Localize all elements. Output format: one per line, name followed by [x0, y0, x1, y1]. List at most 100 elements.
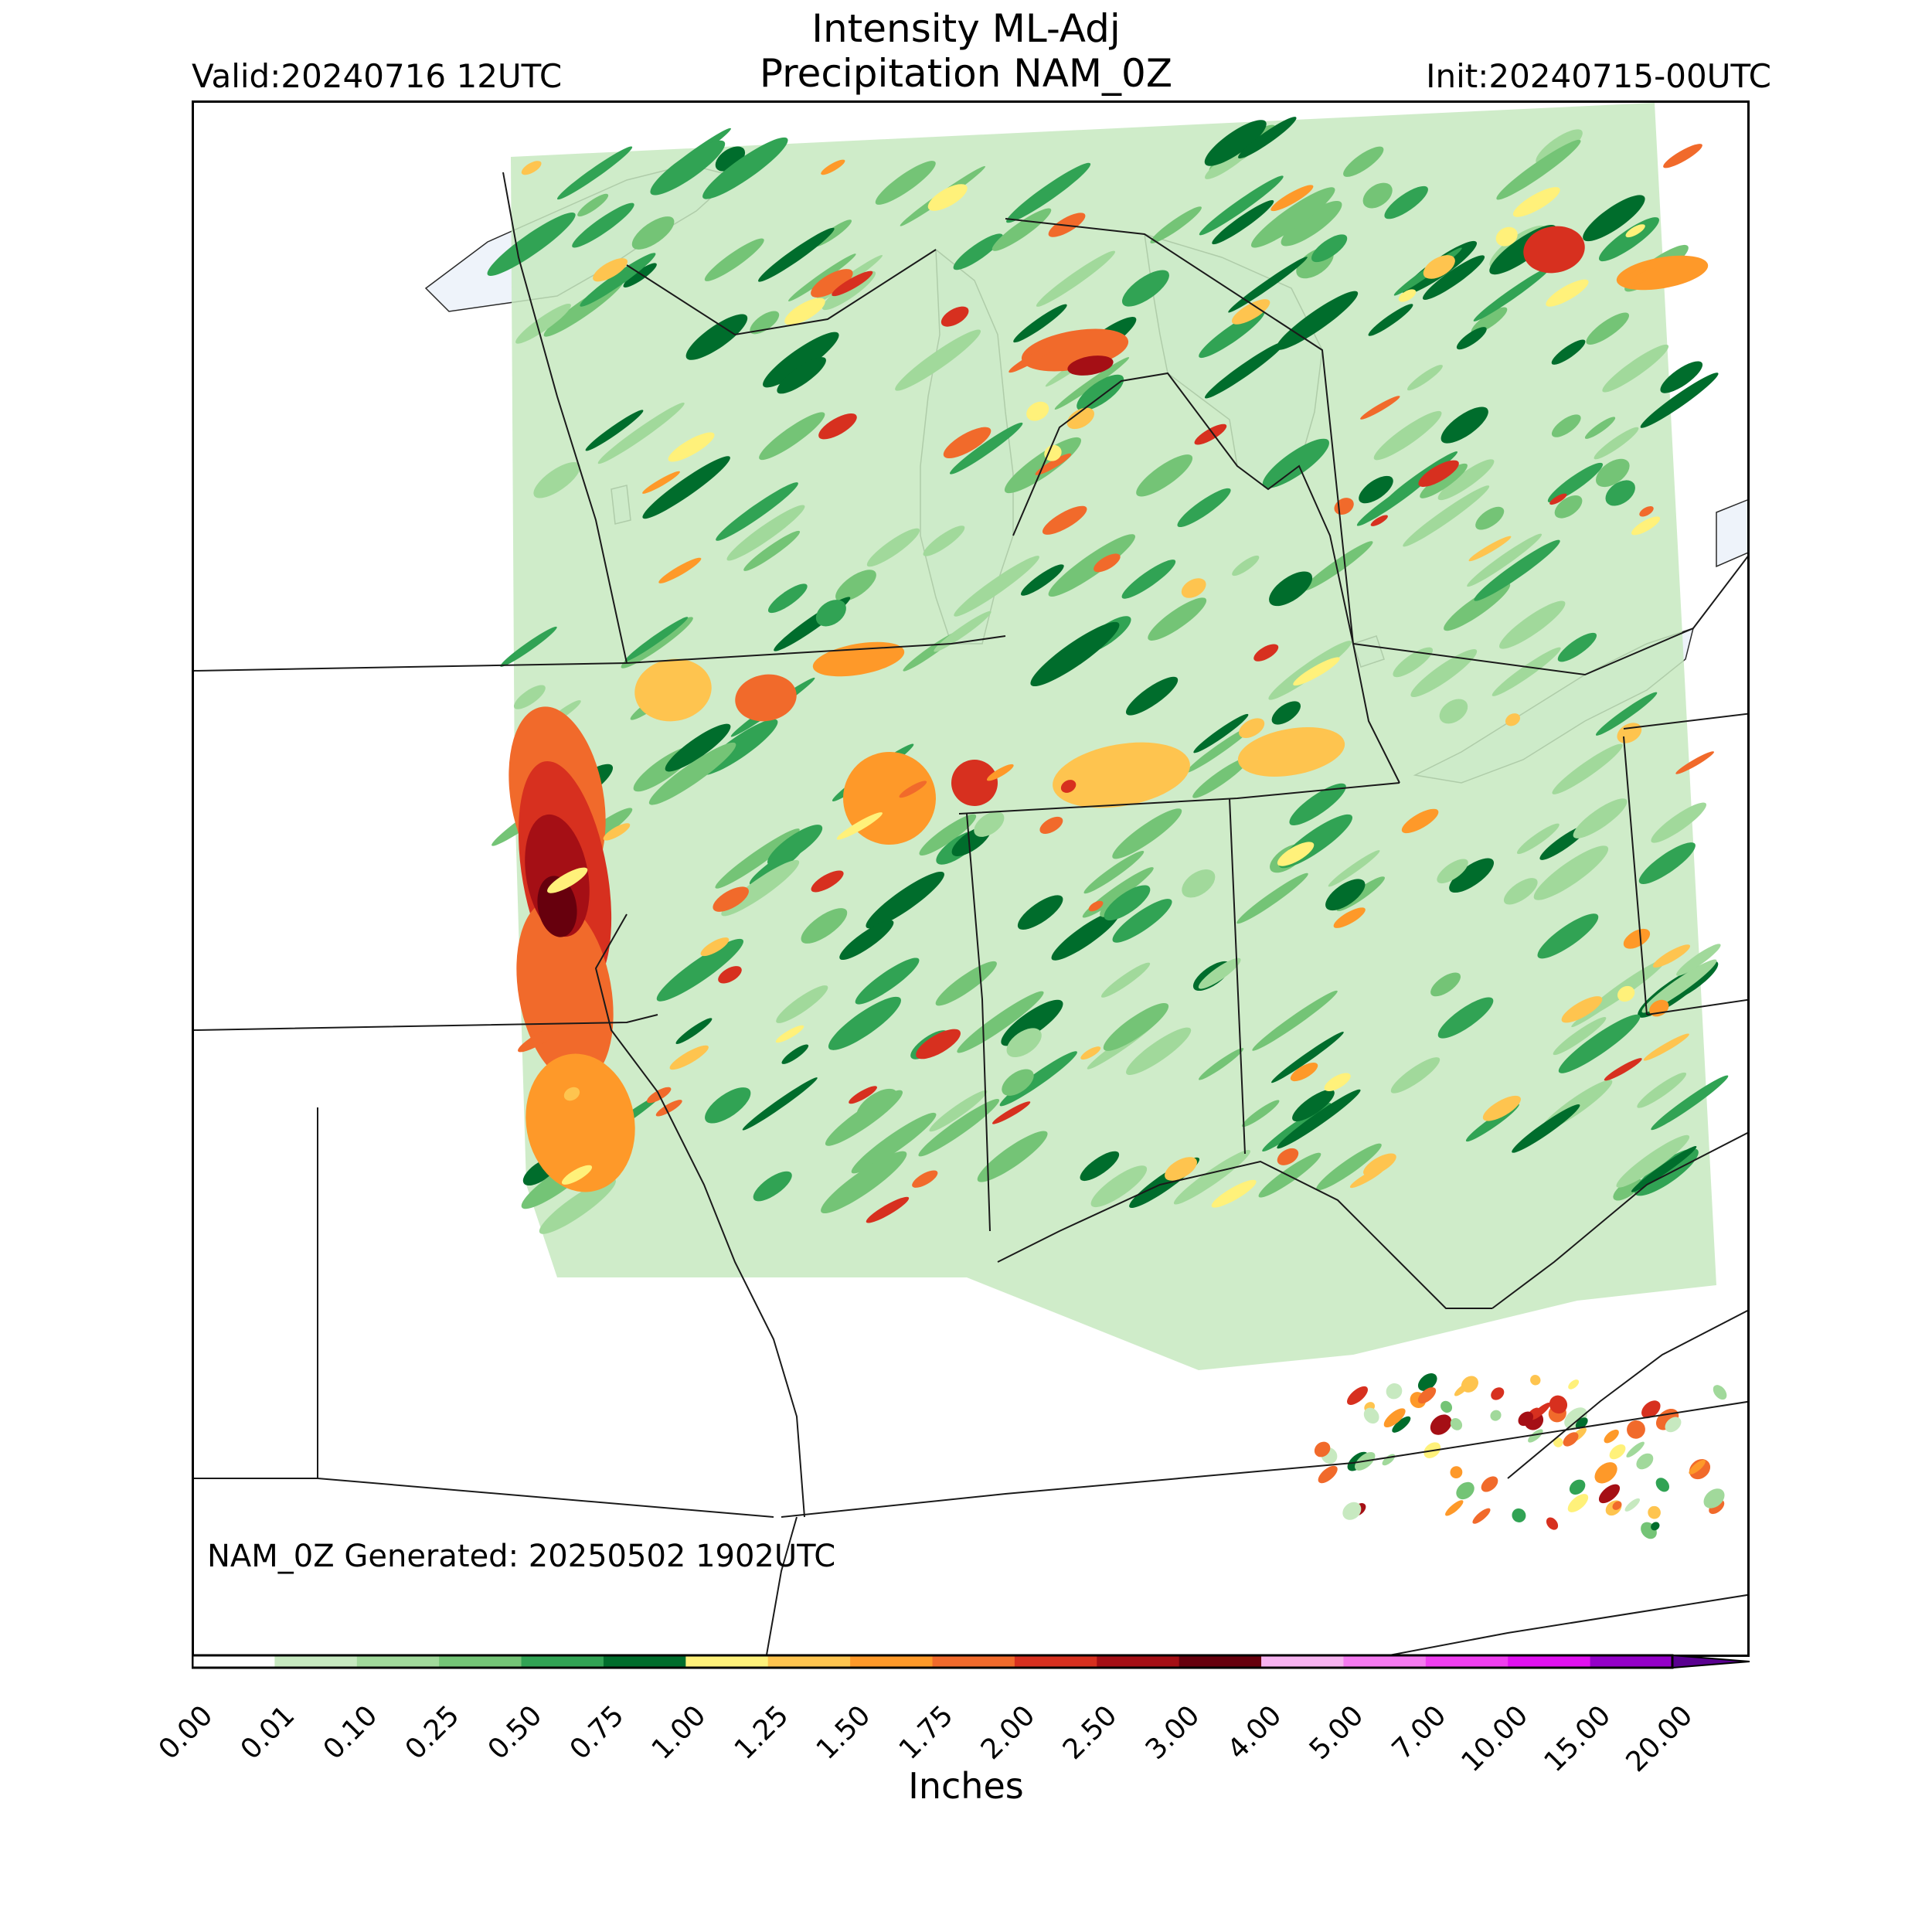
border-mi-upper: [626, 249, 937, 336]
precip-cell: [1549, 493, 1567, 505]
precip-cell: [1148, 597, 1207, 641]
border-tn-south: [1389, 1594, 1747, 1655]
precip-cell: [580, 253, 656, 307]
precip-cell: [851, 1112, 937, 1174]
precip-cell: [1277, 1089, 1361, 1149]
precip-cell: [1328, 850, 1380, 887]
precip-cell: [487, 212, 576, 277]
precip-cell: [1472, 1508, 1491, 1524]
precip-cell: [927, 184, 968, 211]
precip-cell: [1495, 226, 1518, 247]
precip-cell: [1042, 505, 1087, 535]
precip-cell: [1631, 1146, 1697, 1192]
precip-cell: [1090, 1165, 1148, 1208]
border-mississippi-river: [594, 913, 805, 1518]
precip-cell: [1017, 895, 1063, 930]
precip-cell: [623, 263, 657, 288]
precip-cell: [1006, 1028, 1042, 1058]
border-oh-pa: [1623, 736, 1648, 1015]
precip-cell: [1258, 1152, 1321, 1198]
precip-cell: [1418, 460, 1459, 487]
precip-cell: [828, 996, 901, 1050]
precip-cell: [1505, 713, 1520, 726]
precip-cell: [1393, 647, 1434, 678]
precip-cell: [1193, 713, 1249, 753]
precip-cell: [1430, 1414, 1452, 1435]
precip-cell: [500, 626, 557, 667]
precip-cell: [992, 208, 1052, 251]
precip-cell: [1594, 1462, 1617, 1484]
precip-cell: [986, 764, 1014, 781]
precip-cell: [1437, 459, 1495, 501]
precip-cell: [1596, 458, 1630, 488]
precip-cell: [1173, 1149, 1251, 1205]
precip-cell: [1194, 423, 1227, 445]
precip-cell: [1481, 1476, 1498, 1492]
precip-cell: [597, 403, 685, 464]
precip-cell: [1250, 187, 1335, 248]
precip-cell: [839, 920, 894, 961]
precip-cell: [934, 611, 992, 652]
border-ohio-river: [997, 1160, 1492, 1309]
precip-cell: [767, 583, 808, 614]
precip-cell: [1228, 257, 1308, 313]
precip-cell: [1002, 1069, 1034, 1096]
precip-cell: [1491, 1387, 1505, 1400]
colorbar-cell: [767, 1655, 851, 1668]
precip-cell: [658, 557, 702, 583]
colorbar-cell: [274, 1655, 358, 1668]
precip-cell: [855, 957, 920, 1005]
precip-cell: [1325, 879, 1366, 911]
precip-cell: [648, 742, 736, 805]
precip-cell: [1403, 485, 1490, 547]
colorbar-tick-label: 0.10: [317, 1699, 384, 1766]
border-va-ky: [1507, 1309, 1747, 1479]
precip-cell: [1533, 845, 1609, 900]
colorbar-tick-label: 0.75: [563, 1699, 631, 1766]
precip-cell: [1475, 506, 1505, 530]
precip-cell: [1430, 972, 1461, 997]
precip-cell: [1604, 1058, 1642, 1081]
precip-cell: [1083, 850, 1145, 894]
precip-cell: [836, 812, 883, 840]
precip-cell: [1440, 1400, 1453, 1413]
precip-cell: [1467, 533, 1543, 587]
precip-cell: [1406, 365, 1443, 391]
precip-cell: [775, 1025, 804, 1043]
precip-cell: [642, 456, 730, 519]
precip-cell: [1450, 1418, 1463, 1430]
precip-cell: [811, 269, 853, 298]
precip-cell: [1100, 962, 1151, 998]
precip-cell: [788, 253, 856, 301]
precip-cell: [1627, 1420, 1645, 1439]
precip-cell: [1239, 718, 1265, 738]
precip-cell: [1368, 304, 1413, 336]
precip-cell: [1277, 842, 1315, 866]
precip-cell: [1343, 146, 1384, 177]
colorbar-cell: [356, 1655, 440, 1668]
colorbar-cell: [1425, 1655, 1509, 1668]
precip-cell: [563, 1087, 580, 1101]
precip-cell: [1605, 480, 1635, 506]
precip-cell: [1490, 1410, 1502, 1421]
precip-cell: [1598, 1484, 1621, 1504]
precip-cell: [1080, 1046, 1101, 1060]
precip-cell: [1496, 139, 1581, 200]
precip-cell: [1676, 944, 1721, 976]
precip-cell: [811, 870, 844, 893]
precip-cell: [1044, 444, 1062, 461]
precip-cell: [1112, 899, 1172, 943]
precip-cell: [557, 146, 633, 200]
colorbar-cell: [685, 1655, 769, 1668]
precip-cell: [949, 422, 1023, 474]
precip-cell: [1112, 808, 1182, 859]
border-pa-md: [1646, 998, 1747, 1015]
precip-cell: [1382, 1454, 1396, 1466]
precip-cell: [1067, 355, 1114, 376]
precip-cell: [1199, 310, 1265, 359]
precip-cell: [1342, 1502, 1362, 1520]
precip-cell: [713, 886, 749, 912]
precip-cell: [1054, 357, 1130, 410]
precip-cell: [1363, 1153, 1396, 1176]
title-line-1: Intensity ML-Adj: [811, 6, 1121, 51]
